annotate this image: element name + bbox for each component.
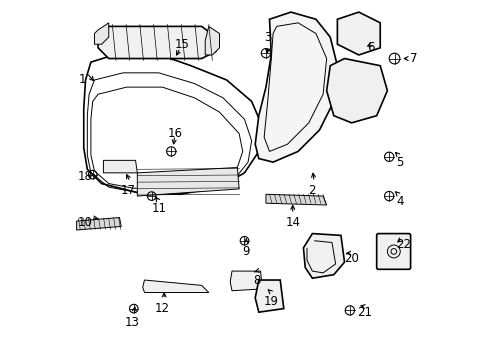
Text: 10: 10 [78, 216, 93, 229]
Text: 6: 6 [367, 41, 374, 54]
FancyBboxPatch shape [376, 234, 410, 269]
Text: 11: 11 [151, 202, 166, 215]
Polygon shape [255, 12, 337, 162]
Polygon shape [137, 167, 239, 196]
Polygon shape [303, 234, 344, 278]
Text: 21: 21 [356, 306, 371, 319]
Polygon shape [94, 23, 108, 44]
Text: 17: 17 [121, 184, 136, 197]
Polygon shape [205, 26, 219, 55]
Text: 4: 4 [395, 195, 403, 208]
Text: 13: 13 [124, 316, 139, 329]
Text: 22: 22 [395, 238, 410, 251]
Polygon shape [265, 194, 326, 205]
Text: 14: 14 [285, 216, 300, 229]
Text: 16: 16 [167, 127, 182, 140]
Polygon shape [337, 12, 380, 55]
Polygon shape [326, 59, 386, 123]
Text: 1: 1 [78, 73, 85, 86]
Text: 18: 18 [78, 170, 93, 183]
Text: 3: 3 [264, 31, 271, 44]
Polygon shape [103, 160, 137, 173]
Text: 7: 7 [409, 52, 417, 65]
Polygon shape [142, 280, 208, 293]
Text: 9: 9 [242, 245, 249, 258]
Text: 19: 19 [263, 295, 278, 308]
Text: 5: 5 [395, 156, 403, 168]
Text: 8: 8 [253, 274, 260, 287]
Polygon shape [255, 280, 283, 312]
Polygon shape [98, 26, 216, 59]
Polygon shape [77, 217, 121, 230]
Text: 20: 20 [344, 252, 358, 265]
Text: 12: 12 [155, 302, 169, 315]
Text: 15: 15 [174, 38, 189, 51]
Polygon shape [230, 271, 262, 291]
Text: 2: 2 [308, 184, 315, 197]
